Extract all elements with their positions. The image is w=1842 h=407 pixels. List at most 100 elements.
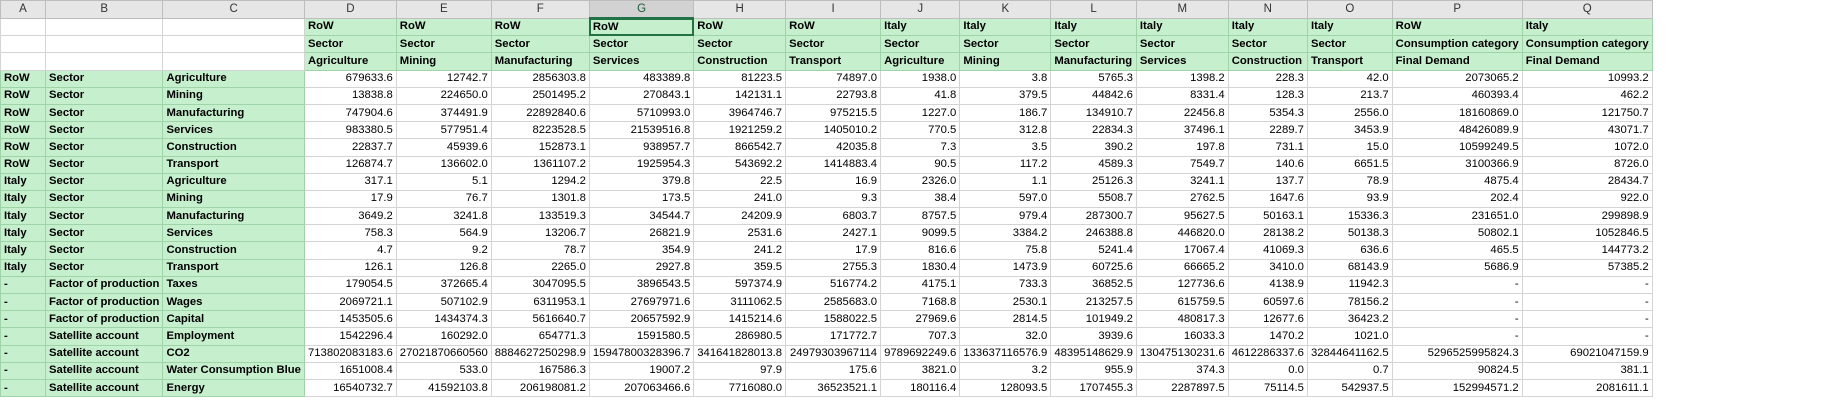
value-cell[interactable]: 28434.7 bbox=[1521, 172, 1653, 191]
value-cell[interactable]: 4875.4 bbox=[1391, 172, 1523, 191]
value-cell[interactable]: 167586.3 bbox=[490, 361, 590, 380]
value-cell[interactable]: 1021.0 bbox=[1306, 327, 1393, 346]
value-cell[interactable]: 27697971.6 bbox=[588, 292, 695, 312]
value-cell[interactable]: 22.5 bbox=[693, 172, 787, 191]
empty-cell[interactable] bbox=[162, 17, 305, 37]
value-cell[interactable]: 654771.3 bbox=[490, 327, 590, 346]
value-cell[interactable]: 6803.7 bbox=[785, 207, 882, 226]
value-cell[interactable]: 5354.3 bbox=[1227, 103, 1308, 123]
row-item-cell[interactable]: Transport bbox=[162, 155, 305, 174]
value-cell[interactable]: 2081611.1 bbox=[1521, 378, 1653, 398]
value-cell[interactable]: 299898.9 bbox=[1521, 207, 1653, 226]
value-cell[interactable]: 7549.7 bbox=[1135, 155, 1229, 174]
value-cell[interactable]: 133519.3 bbox=[490, 207, 590, 226]
value-cell[interactable]: 354.9 bbox=[588, 241, 695, 260]
row-item-cell[interactable]: Employment bbox=[162, 327, 305, 346]
value-cell[interactable]: 160292.0 bbox=[395, 327, 492, 346]
value-cell[interactable]: 69021047159.9 bbox=[1521, 344, 1653, 363]
value-cell[interactable]: 636.6 bbox=[1306, 241, 1393, 260]
header-cell[interactable]: Mining bbox=[395, 52, 492, 71]
header-cell[interactable]: Italy bbox=[1306, 17, 1393, 37]
value-cell[interactable]: 228.3 bbox=[1227, 69, 1308, 88]
value-cell[interactable]: 1361107.2 bbox=[490, 155, 590, 174]
value-cell[interactable]: 175.6 bbox=[785, 361, 882, 380]
value-cell[interactable]: 2069721.1 bbox=[303, 292, 397, 312]
value-cell[interactable]: 16540732.7 bbox=[303, 378, 397, 398]
value-cell[interactable]: 1415214.6 bbox=[693, 310, 787, 329]
value-cell[interactable]: 564.9 bbox=[395, 224, 492, 243]
value-cell[interactable]: 312.8 bbox=[959, 121, 1052, 140]
value-cell[interactable]: 3384.2 bbox=[959, 224, 1052, 243]
value-cell[interactable]: 60725.6 bbox=[1050, 258, 1137, 277]
row-item-cell[interactable]: Mining bbox=[162, 86, 305, 105]
header-cell[interactable]: Sector bbox=[1050, 35, 1137, 54]
value-cell[interactable]: 2501495.2 bbox=[490, 86, 590, 105]
data-table[interactable]: A B C D E F G H I J K L M N O P Q RoW RoW RoW RoW RoW RoW Italy… bbox=[0, 0, 1653, 398]
value-cell[interactable]: 16.9 bbox=[785, 172, 882, 191]
value-cell[interactable]: 121750.7 bbox=[1521, 103, 1653, 123]
value-cell[interactable]: 5.1 bbox=[395, 172, 492, 191]
row-item-cell[interactable]: Agriculture bbox=[162, 172, 305, 191]
value-cell[interactable]: 7716080.0 bbox=[693, 378, 787, 398]
value-cell[interactable]: 9099.5 bbox=[880, 224, 961, 243]
value-cell[interactable]: 213257.5 bbox=[1050, 292, 1137, 312]
value-cell[interactable]: 22834.3 bbox=[1050, 121, 1137, 140]
value-cell[interactable]: 27021870660560 bbox=[395, 344, 492, 363]
value-cell[interactable]: 36852.5 bbox=[1050, 275, 1137, 295]
value-cell[interactable]: 13206.7 bbox=[490, 224, 590, 243]
header-cell[interactable]: Construction bbox=[1227, 52, 1308, 71]
row-group-cell[interactable]: Factor of production bbox=[44, 292, 164, 312]
value-cell[interactable]: 5686.9 bbox=[1391, 258, 1523, 277]
row-item-cell[interactable]: Mining bbox=[162, 189, 305, 209]
value-cell[interactable]: 41.8 bbox=[880, 86, 961, 105]
value-cell[interactable]: 27969.6 bbox=[880, 310, 961, 329]
value-cell[interactable]: 6311953.1 bbox=[490, 292, 590, 312]
value-cell[interactable]: 1925954.3 bbox=[588, 155, 695, 174]
row-group-cell[interactable]: Sector bbox=[44, 258, 164, 277]
empty-cell[interactable] bbox=[0, 52, 46, 71]
row-item-cell[interactable]: Services bbox=[162, 121, 305, 140]
header-cell[interactable]: Sector bbox=[1227, 35, 1308, 54]
value-cell[interactable]: 341641828013.8 bbox=[693, 344, 787, 363]
value-cell[interactable]: 130475130231.6 bbox=[1135, 344, 1229, 363]
empty-cell[interactable] bbox=[44, 52, 164, 71]
value-cell[interactable]: 0.0 bbox=[1227, 361, 1308, 380]
value-cell[interactable]: 45939.6 bbox=[395, 138, 492, 157]
value-cell[interactable]: 1227.0 bbox=[880, 103, 961, 123]
value-cell[interactable]: 15947800328396.7 bbox=[588, 344, 695, 363]
value-cell[interactable]: 117.2 bbox=[959, 155, 1052, 174]
row-item-cell[interactable]: Manufacturing bbox=[162, 207, 305, 226]
value-cell[interactable]: 3.8 bbox=[959, 69, 1052, 88]
value-cell[interactable]: 19007.2 bbox=[588, 361, 695, 380]
value-cell[interactable]: 37496.1 bbox=[1135, 121, 1229, 140]
column-header-k[interactable]: K bbox=[959, 0, 1052, 19]
value-cell[interactable]: 34544.7 bbox=[588, 207, 695, 226]
value-cell[interactable]: 372665.4 bbox=[395, 275, 492, 295]
row-item-cell[interactable]: Agriculture bbox=[162, 69, 305, 88]
value-cell[interactable]: 679633.6 bbox=[303, 69, 397, 88]
value-cell[interactable]: 270843.1 bbox=[588, 86, 695, 105]
column-header-f[interactable]: F bbox=[490, 0, 590, 19]
value-cell[interactable]: 507102.9 bbox=[395, 292, 492, 312]
value-cell[interactable]: 1651008.4 bbox=[303, 361, 397, 380]
row-region-cell[interactable]: Italy bbox=[0, 224, 46, 243]
value-cell[interactable]: 180116.4 bbox=[880, 378, 961, 398]
row-group-cell[interactable]: Sector bbox=[44, 207, 164, 226]
value-cell[interactable]: 1.1 bbox=[959, 172, 1052, 191]
value-cell[interactable]: 2530.1 bbox=[959, 292, 1052, 312]
value-cell[interactable]: 8726.0 bbox=[1521, 155, 1653, 174]
value-cell[interactable]: 90.5 bbox=[880, 155, 961, 174]
header-cell[interactable]: Italy bbox=[1227, 17, 1308, 37]
column-header-i[interactable]: I bbox=[785, 0, 882, 19]
value-cell[interactable]: 206198081.2 bbox=[490, 378, 590, 398]
value-cell[interactable]: 359.5 bbox=[693, 258, 787, 277]
value-cell[interactable]: 3964746.7 bbox=[693, 103, 787, 123]
value-cell[interactable]: 483389.8 bbox=[588, 69, 695, 88]
value-cell[interactable]: 938957.7 bbox=[588, 138, 695, 157]
value-cell[interactable]: 90824.5 bbox=[1391, 361, 1523, 380]
value-cell[interactable]: 26821.9 bbox=[588, 224, 695, 243]
row-item-cell[interactable]: Construction bbox=[162, 138, 305, 157]
value-cell[interactable]: 41069.3 bbox=[1227, 241, 1308, 260]
value-cell[interactable]: 21539516.8 bbox=[588, 121, 695, 140]
row-region-cell[interactable]: Italy bbox=[0, 189, 46, 209]
